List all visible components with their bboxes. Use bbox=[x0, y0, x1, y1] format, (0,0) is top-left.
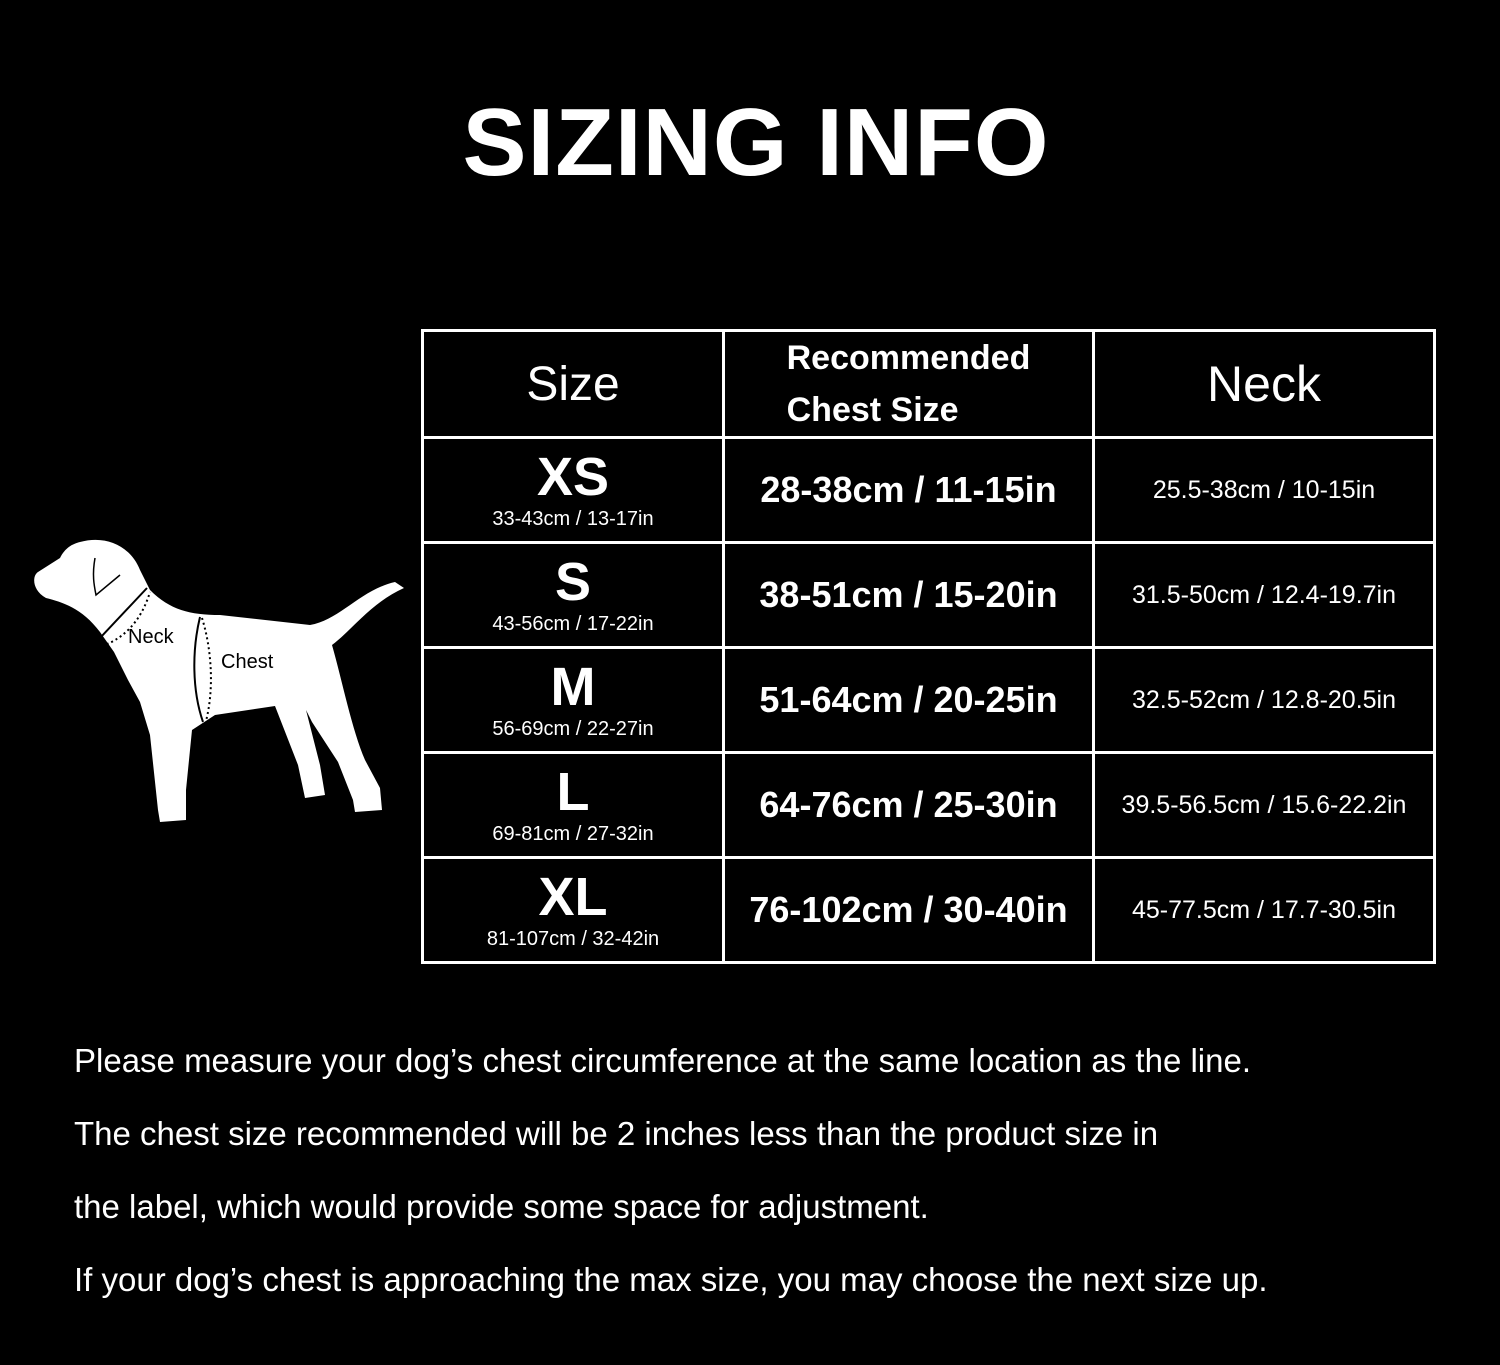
header-chest-line2: Chest Size bbox=[786, 391, 959, 429]
header-chest: Recommended Chest Size bbox=[787, 332, 1031, 436]
header-chest-line1: Recommended bbox=[786, 339, 1031, 377]
table-row: XL 81-107cm / 32-42in 76-102cm / 30-40in … bbox=[421, 856, 1436, 964]
header-size: Size bbox=[526, 357, 620, 411]
note-line: The chest size recommended will be 2 inc… bbox=[74, 1115, 1159, 1152]
size-range: 69-81cm / 27-32in bbox=[492, 822, 654, 845]
chest-line bbox=[193, 616, 204, 723]
chest-value: 38-51cm / 15-20in bbox=[759, 574, 1058, 615]
chest-label: Chest bbox=[221, 651, 274, 673]
size-range: 33-43cm / 13-17in bbox=[492, 507, 654, 530]
size-label: S bbox=[554, 551, 592, 612]
neck-line bbox=[99, 587, 148, 639]
table-row: M 56-69cm / 22-27in 51-64cm / 20-25in 32.… bbox=[421, 646, 1436, 754]
size-label: L bbox=[556, 761, 590, 822]
chest-value: 28-38cm / 11-15in bbox=[760, 469, 1057, 510]
dog-silhouette bbox=[34, 539, 405, 822]
sizing-table: Size Recommended Chest Size Neck XS 33-43c… bbox=[421, 329, 1436, 964]
note-line: Please measure your dog’s chest circumfe… bbox=[74, 1042, 1252, 1079]
chest-value: 51-64cm / 20-25in bbox=[759, 679, 1058, 720]
chest-value: 76-102cm / 30-40in bbox=[749, 889, 1068, 930]
header-neck: Neck bbox=[1207, 356, 1321, 412]
ear bbox=[92, 557, 121, 597]
size-label: M bbox=[550, 656, 596, 717]
page-title: SIZING INFO bbox=[462, 89, 1050, 196]
note-line: the label, which would provide some spac… bbox=[74, 1188, 929, 1225]
neck-value: 31.5-50cm / 12.4-19.7in bbox=[1131, 580, 1397, 609]
table-row: S 43-56cm / 17-22in 38-51cm / 15-20in 31.… bbox=[421, 541, 1436, 649]
size-range: 56-69cm / 22-27in bbox=[492, 717, 654, 740]
size-range: 43-56cm / 17-22in bbox=[492, 612, 654, 635]
neck-value: 45-77.5cm / 17.7-30.5in bbox=[1131, 895, 1397, 924]
note-line: If your dog’s chest is approaching the m… bbox=[74, 1261, 1268, 1298]
dog-measurement-diagram: Neck Chest bbox=[34, 539, 405, 822]
chest-value: 64-76cm / 25-30in bbox=[759, 784, 1058, 825]
neck-value: 25.5-38cm / 10-15in bbox=[1152, 475, 1376, 504]
neck-dotted-line bbox=[101, 591, 151, 647]
measurement-notes: Please measure your dog’s chest circumfe… bbox=[74, 1038, 1268, 1330]
neck-value: 39.5-56.5cm / 15.6-22.2in bbox=[1121, 790, 1407, 819]
table-row: XS 33-43cm / 13-17in 28-38cm / 11-15in 25… bbox=[421, 436, 1436, 544]
neck-label: Neck bbox=[128, 626, 175, 648]
size-range: 81-107cm / 32-42in bbox=[486, 927, 660, 950]
neck-value: 32.5-52cm / 12.8-20.5in bbox=[1131, 685, 1397, 714]
table-row: L 69-81cm / 27-32in 64-76cm / 25-30in 39.… bbox=[421, 751, 1436, 859]
table-header-row: Size Recommended Chest Size Neck bbox=[421, 329, 1436, 439]
chest-dotted-line bbox=[201, 617, 212, 722]
size-label: XS bbox=[536, 446, 610, 507]
size-label: XL bbox=[538, 866, 608, 927]
